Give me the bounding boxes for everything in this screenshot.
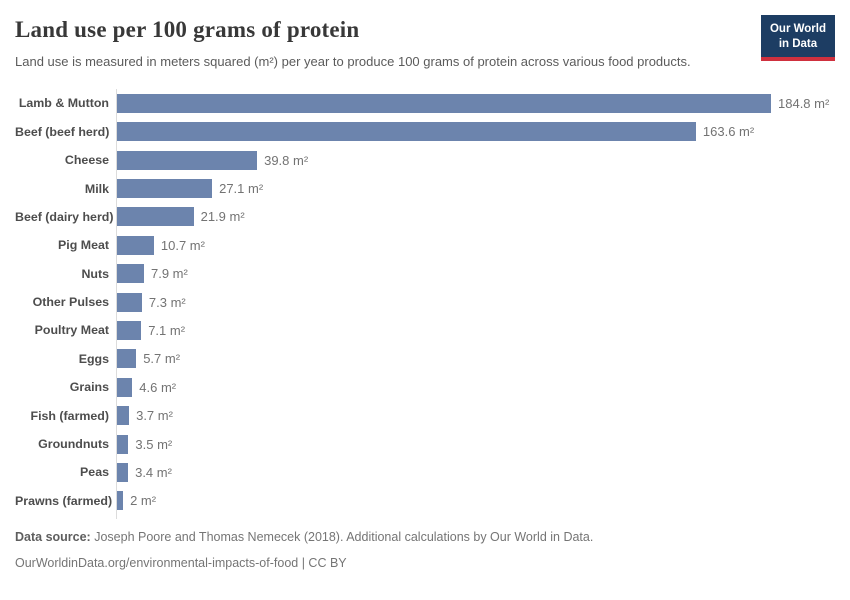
bar-track: 2 m² [116, 487, 835, 515]
bar-track: 3.4 m² [116, 458, 835, 486]
chart-row: Other Pulses 7.3 m² [15, 288, 835, 316]
chart-row: Prawns (farmed) 2 m² [15, 487, 835, 515]
chart-row: Fish (farmed) 3.7 m² [15, 401, 835, 429]
bar[interactable] [116, 235, 154, 255]
category-label: Lamb & Mutton [18, 96, 109, 111]
bar[interactable] [116, 292, 142, 312]
category-label: Prawns (farmed) [15, 493, 113, 508]
category-label: Pig Meat [58, 238, 109, 253]
chart-row: Poultry Meat 7.1 m² [15, 316, 835, 344]
category-label: Groundnuts [38, 437, 109, 452]
bar-track: 3.5 m² [116, 430, 835, 458]
value-label: 5.7 m² [143, 351, 181, 367]
bar-track: 4.6 m² [116, 373, 835, 401]
value-label: 7.9 m² [151, 266, 188, 282]
logo-line-1: Our World [769, 23, 826, 35]
value-label: 3.7 m² [136, 408, 173, 424]
bar-chart: Lamb & Mutton 184.8 m² Beef (beef herd) 163… [15, 89, 835, 519]
chart-row: Milk 27.1 m² [15, 174, 835, 202]
y-axis-line [116, 89, 117, 519]
bar[interactable] [116, 377, 133, 397]
bar[interactable] [116, 207, 194, 227]
chart-row: Beef (beef herd) 163.6 m² [15, 118, 835, 146]
value-label: 21.9 m² [200, 209, 245, 225]
bar-track: 163.6 m² [116, 118, 835, 146]
category-label: Fish (farmed) [30, 408, 109, 423]
category-label: Grains [69, 380, 109, 395]
category-label: Other Pulses [32, 295, 109, 310]
bar-track: 21.9 m² [116, 203, 835, 231]
page-title: Land use per 100 grams of protein [15, 17, 360, 42]
license-link-line[interactable]: OurWorldinData.org/environmental-impacts… [15, 555, 347, 570]
data-source-line: Data source: Joseph Poore and Thomas Nem… [15, 529, 835, 547]
category-label: Cheese [64, 153, 109, 168]
bar[interactable] [116, 491, 124, 511]
value-label: 10.7 m² [160, 237, 205, 253]
category-label: Poultry Meat [34, 323, 109, 338]
bar-track: 10.7 m² [116, 231, 835, 259]
owid-logo[interactable]: Our World in Data [760, 15, 835, 61]
chart-row: Eggs 5.7 m² [15, 345, 835, 373]
value-label: 163.6 m² [702, 124, 755, 140]
bar-track: 7.9 m² [116, 259, 835, 287]
chart-row: Peas 3.4 m² [15, 458, 835, 486]
value-label: 2 m² [130, 493, 157, 509]
bar-track: 5.7 m² [116, 345, 835, 373]
bar[interactable] [116, 406, 130, 426]
title-block: Land use per 100 grams of protein Land u… [15, 15, 691, 72]
logo-line-2: in Data [778, 37, 818, 50]
bar-track: 7.3 m² [116, 288, 835, 316]
bar[interactable] [116, 150, 258, 170]
value-label: 184.8 m² [778, 95, 830, 111]
bar[interactable] [116, 93, 771, 113]
chart-row: Grains 4.6 m² [15, 373, 835, 401]
chart-row: Nuts 7.9 m² [15, 259, 835, 287]
category-label: Nuts [81, 266, 109, 281]
category-label: Eggs [78, 351, 109, 366]
value-label: 3.5 m² [135, 436, 173, 452]
chart-row: Beef (dairy herd) 21.9 m² [15, 203, 835, 231]
header: Land use per 100 grams of protein Land u… [15, 15, 835, 72]
category-label: Beef (dairy herd) [15, 209, 114, 224]
bar[interactable] [116, 179, 213, 198]
bar[interactable] [116, 349, 137, 369]
bar[interactable] [116, 122, 696, 142]
data-source-label: Data source: [15, 530, 91, 544]
chart-row: Groundnuts 3.5 m² [15, 430, 835, 458]
category-label: Beef (beef herd) [15, 124, 110, 139]
bar-track: 3.7 m² [116, 401, 835, 429]
value-label: 7.1 m² [148, 322, 186, 338]
footer: Data source: Joseph Poore and Thomas Nem… [15, 529, 835, 572]
value-label: 27.1 m² [219, 181, 264, 196]
chart-row: Cheese 39.8 m² [15, 146, 835, 174]
chart-row: Pig Meat 10.7 m² [15, 231, 835, 259]
value-label: 4.6 m² [139, 379, 177, 395]
data-source-text: Joseph Poore and Thomas Nemecek (2018). … [94, 530, 594, 544]
bar[interactable] [116, 264, 144, 284]
value-label: 3.4 m² [135, 464, 172, 480]
bar[interactable] [116, 462, 129, 482]
bar-track: 27.1 m² [116, 174, 835, 202]
value-label: 7.3 m² [148, 294, 186, 310]
bar[interactable] [116, 320, 142, 340]
category-label: Milk [84, 181, 109, 196]
chart-subtitle: Land use is measured in meters squared (… [15, 54, 691, 69]
bar-track: 7.1 m² [116, 316, 835, 344]
category-label: Peas [80, 465, 109, 480]
chart-row: Lamb & Mutton 184.8 m² [15, 89, 835, 117]
bar[interactable] [116, 434, 129, 454]
bar-track: 39.8 m² [116, 146, 835, 174]
bar-track: 184.8 m² [116, 89, 835, 117]
value-label: 39.8 m² [264, 152, 309, 168]
